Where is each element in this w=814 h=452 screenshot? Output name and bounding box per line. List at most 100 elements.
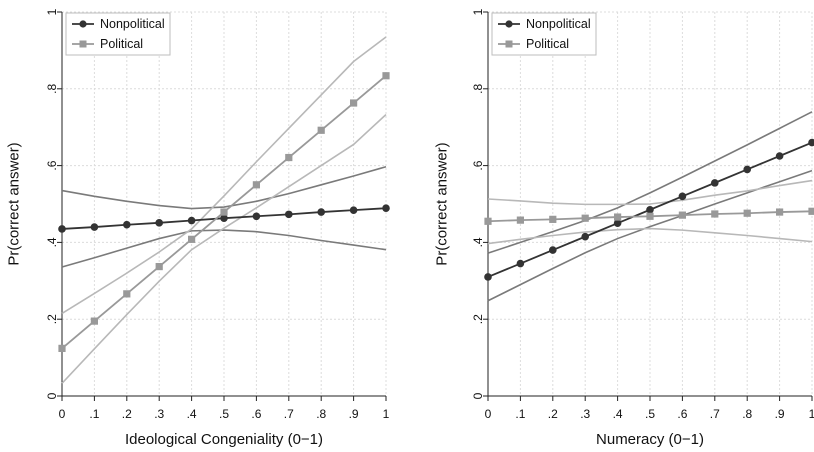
x-tick-label: .9: [775, 407, 785, 421]
data-point-nonpolitical: [808, 138, 814, 147]
legend-marker-political: [505, 40, 513, 48]
x-tick-label: 1: [809, 407, 814, 421]
data-point-political: [549, 215, 557, 223]
data-point-political: [382, 72, 390, 80]
data-point-nonpolitical: [252, 212, 261, 221]
data-point-political: [317, 126, 325, 134]
x-tick-label: .9: [349, 407, 359, 421]
x-tick-label: .7: [710, 407, 720, 421]
data-point-nonpolitical: [581, 232, 589, 241]
legend-box: [491, 12, 597, 56]
data-point-political: [90, 317, 98, 325]
data-point-nonpolitical: [613, 219, 622, 227]
x-tick-label: .7: [284, 407, 294, 421]
legend-label-nonpolitical: Nonpolitical: [526, 17, 591, 31]
data-point-nonpolitical: [317, 208, 326, 216]
data-point-nonpolitical: [382, 204, 390, 213]
data-point-political: [155, 262, 163, 271]
data-point-nonpolitical: [123, 220, 131, 229]
y-tick-label: .4: [471, 237, 485, 247]
legend-label-nonpolitical: Nonpolitical: [100, 17, 165, 31]
x-tick-label: .3: [580, 407, 590, 421]
data-point-political: [484, 217, 492, 225]
x-tick-label: .6: [677, 407, 687, 421]
x-tick-label: 0: [59, 407, 66, 421]
data-point-political: [678, 211, 686, 219]
data-point-political: [220, 208, 228, 216]
legend: Nonpolitical Political: [65, 12, 171, 56]
y-tick-label: 0: [45, 392, 59, 399]
data-point-political: [581, 214, 589, 222]
x-tick-label: .8: [316, 407, 326, 421]
data-point-nonpolitical: [484, 273, 492, 281]
legend-marker-nonpolitical: [79, 20, 87, 28]
y-tick-label: .6: [45, 160, 59, 170]
data-point-political: [285, 153, 293, 162]
data-point-nonpolitical: [90, 223, 99, 231]
ci-upper-line-nonpolitical: [61, 165, 387, 210]
data-point-political: [614, 213, 622, 221]
data-point-political: [123, 290, 131, 298]
y-axis-title: Pr(correct answer): [434, 142, 451, 265]
y-axis-title: Pr(correct answer): [6, 142, 23, 265]
x-tick-label: .1: [89, 407, 99, 421]
data-point-political: [58, 344, 66, 352]
data-point-political: [776, 208, 784, 216]
data-point-nonpolitical: [646, 205, 654, 214]
y-tick-label: 1: [471, 8, 485, 15]
y-tick-label: .4: [45, 237, 59, 247]
x-tick-label: .2: [548, 407, 558, 421]
y-tick-label: .6: [471, 160, 485, 170]
x-tick-label: .4: [613, 407, 623, 421]
data-point-nonpolitical: [678, 192, 687, 201]
ci-lower-line-nonpolitical: [61, 229, 387, 268]
data-point-political: [808, 207, 814, 215]
legend-label-political: Political: [526, 37, 569, 51]
ci-upper-line-political: [487, 179, 813, 206]
data-point-nonpolitical: [516, 259, 525, 268]
y-tick-label: .2: [45, 314, 59, 324]
data-point-political: [252, 181, 260, 189]
data-point-nonpolitical: [743, 165, 751, 174]
data-point-nonpolitical: [155, 219, 163, 227]
chart-panel-1: 0 .1 .2 .3 .4 .5 .6 .7 .8 .9 1 0 .2 .4 .6 .8 1 Ideologica…: [6, 8, 390, 448]
x-tick-label: .2: [122, 407, 132, 421]
x-tick-label: .5: [645, 407, 655, 421]
data-point-political: [646, 212, 654, 220]
y-tick-label: .8: [471, 83, 485, 93]
data-point-political: [743, 209, 751, 217]
legend-label-political: Political: [100, 37, 143, 51]
data-point-political: [516, 216, 524, 224]
data-point-nonpolitical: [220, 214, 228, 223]
x-tick-label: 0: [485, 407, 492, 421]
y-tick-label: 0: [471, 392, 485, 399]
data-point-nonpolitical: [549, 246, 557, 254]
legend-marker-political: [79, 40, 87, 48]
y-tick-label: .2: [471, 314, 485, 324]
x-axis-title: Ideological Congeniality (0−1): [125, 431, 323, 448]
x-tick-label: 1: [383, 407, 390, 421]
ci-upper-line-nonpolitical: [487, 111, 813, 254]
ci-upper-line-political: [61, 36, 387, 315]
data-point-political: [711, 210, 719, 218]
legend: Nonpolitical Political: [491, 12, 597, 56]
data-point-political: [188, 235, 196, 243]
x-tick-label: .6: [251, 407, 261, 421]
x-axis-title: Numeracy (0−1): [596, 431, 704, 448]
ci-lower-line-political: [61, 113, 387, 384]
y-tick-label: .8: [45, 83, 59, 93]
x-tick-label: .4: [187, 407, 197, 421]
data-point-nonpolitical: [187, 216, 196, 225]
data-point-nonpolitical: [285, 210, 293, 219]
legend-marker-nonpolitical: [505, 20, 513, 28]
x-tick-label: .1: [515, 407, 525, 421]
ci-lower-line-political: [487, 227, 813, 245]
data-point-political: [350, 99, 358, 107]
y-tick-label: 1: [45, 8, 59, 15]
chart-panel-2: 0 .1 .2 .3 .4 .5 .6 .7 .8 .9 1 0 .2 .4 .6 .8 1 Numeracy (…: [434, 8, 814, 448]
data-point-nonpolitical: [711, 179, 719, 187]
x-tick-label: .3: [154, 407, 164, 421]
x-tick-label: .8: [742, 407, 752, 421]
data-point-nonpolitical: [58, 225, 66, 233]
